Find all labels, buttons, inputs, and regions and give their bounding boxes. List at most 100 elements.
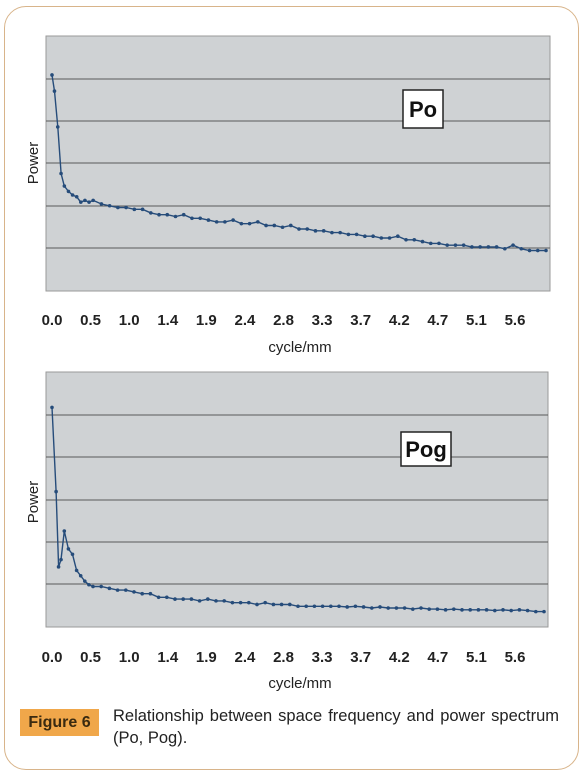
- data-point: [74, 194, 79, 199]
- data-point: [148, 591, 153, 596]
- data-point: [428, 241, 433, 246]
- data-point: [402, 606, 407, 610]
- data-point: [337, 604, 341, 609]
- data-point: [435, 607, 440, 611]
- data-point: [519, 246, 524, 251]
- data-point: [437, 241, 441, 246]
- data-point: [214, 599, 218, 603]
- data-point: [70, 552, 75, 557]
- data-point: [503, 246, 507, 251]
- data-point: [494, 245, 499, 249]
- x-tick-label: 5.1: [466, 312, 487, 329]
- data-point: [305, 227, 310, 231]
- x-tick-label: 1.9: [196, 649, 217, 666]
- data-point: [83, 198, 87, 203]
- x-axis-label: cycle/mm: [268, 339, 331, 356]
- data-point: [140, 591, 144, 596]
- power-chart-po: Po 0.0 0.5 1.0 1.4 1.9 2.4 2.8 3.3 3.7 4.2 4.7 5.1 5.…: [25, 35, 551, 356]
- data-point: [165, 595, 169, 600]
- x-tick-label: 1.0: [119, 649, 140, 666]
- data-point: [371, 234, 375, 239]
- data-point: [427, 607, 432, 611]
- data-point: [525, 608, 530, 613]
- data-point: [387, 236, 392, 240]
- data-point: [445, 243, 450, 247]
- data-point: [452, 607, 456, 611]
- data-point: [279, 602, 284, 607]
- x-tick-label: 5.6: [505, 649, 526, 666]
- x-tick-label: 0.5: [80, 312, 101, 329]
- data-point: [247, 600, 251, 605]
- data-point: [378, 605, 382, 609]
- data-point: [59, 171, 63, 176]
- data-point: [419, 606, 423, 610]
- data-point: [124, 205, 128, 210]
- x-tick-label: 0.0: [42, 649, 63, 666]
- data-point: [66, 189, 71, 194]
- data-point: [271, 602, 276, 607]
- data-point: [132, 207, 137, 212]
- data-point: [222, 599, 226, 603]
- data-point: [509, 608, 513, 613]
- x-tick-label: 5.6: [505, 312, 526, 329]
- data-point: [346, 232, 351, 237]
- data-point: [50, 405, 54, 410]
- data-point: [527, 248, 532, 253]
- figure-label: Figure 6: [20, 709, 99, 736]
- data-point: [320, 604, 325, 609]
- data-point: [87, 200, 91, 204]
- data-point: [478, 245, 482, 249]
- data-point: [330, 230, 334, 235]
- data-point: [62, 529, 67, 533]
- inset-label: Pog: [405, 437, 447, 462]
- data-point: [140, 207, 145, 212]
- data-point: [453, 243, 458, 247]
- data-point: [404, 237, 408, 242]
- data-point: [493, 608, 497, 613]
- data-point: [345, 605, 350, 609]
- data-point: [107, 586, 112, 591]
- data-point: [534, 609, 538, 614]
- data-point: [74, 568, 79, 573]
- data-point: [353, 604, 358, 609]
- data-point: [66, 547, 71, 551]
- data-point: [297, 227, 301, 231]
- data-point: [517, 608, 522, 612]
- power-chart-pog: Pog 0.0 0.5 1.0 1.4 1.9 2.4 2.8 3.3 3.7 4.2 4.7 5.1 5…: [25, 371, 549, 692]
- data-point: [230, 600, 235, 605]
- data-point: [239, 221, 244, 226]
- data-point: [107, 203, 112, 208]
- data-point: [132, 590, 136, 594]
- data-point: [542, 609, 546, 614]
- data-point: [99, 202, 104, 206]
- data-point: [214, 220, 219, 224]
- x-tick-label: 3.3: [312, 312, 333, 329]
- data-point: [206, 597, 210, 601]
- data-point: [501, 608, 505, 612]
- x-tick-label: 3.7: [350, 649, 371, 666]
- x-tick-label: 1.4: [157, 312, 179, 329]
- inset-label: Po: [409, 97, 437, 122]
- data-point: [173, 214, 178, 219]
- x-axis-label: cycle/mm: [268, 675, 331, 692]
- data-point: [486, 245, 491, 249]
- data-point: [312, 604, 317, 609]
- data-point: [321, 229, 326, 233]
- x-tick-label: 2.4: [234, 312, 256, 329]
- data-point: [70, 193, 75, 197]
- data-point: [354, 232, 359, 237]
- data-point: [544, 248, 548, 253]
- data-point: [156, 595, 161, 600]
- data-point: [62, 184, 67, 188]
- x-tick-label: 3.3: [312, 649, 333, 666]
- x-tick-label: 4.7: [427, 312, 448, 329]
- x-tick-label: 5.1: [466, 649, 487, 666]
- data-point: [190, 216, 194, 221]
- data-point: [280, 225, 285, 230]
- data-point: [181, 597, 185, 601]
- x-tick-label: 1.9: [196, 312, 217, 329]
- data-point: [54, 489, 58, 494]
- data-point: [443, 608, 448, 612]
- figure-caption: Relationship between space frequency and…: [113, 707, 559, 747]
- data-point: [370, 606, 374, 610]
